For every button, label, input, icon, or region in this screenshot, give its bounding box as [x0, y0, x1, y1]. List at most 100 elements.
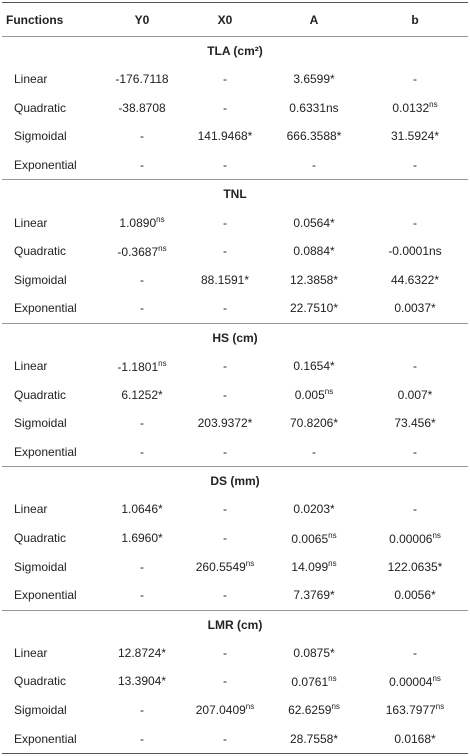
data-row: Sigmoidal - 141.9468* 666.3588* 31.5924* — [2, 122, 468, 151]
cell-value: 0.0875* — [293, 645, 335, 660]
function-name: Exponential — [14, 158, 77, 173]
cell-value: - — [223, 387, 227, 402]
cell-value: 0.6331ns — [289, 100, 339, 115]
function-name: Sigmoidal — [14, 416, 67, 431]
data-row: Quadratic 1.6960* - 0.0065ns 0.00006ns — [2, 524, 468, 553]
data-row: Linear -176.7118 - 3.6599* - — [2, 65, 468, 94]
function-name: Exponential — [14, 301, 77, 316]
significance: ns — [156, 215, 165, 225]
cell-value: - — [413, 158, 417, 173]
cell-value: 22.7510* — [289, 301, 339, 316]
cell-value: - — [140, 272, 144, 287]
cell-value: - — [223, 244, 227, 259]
function-name: Linear — [14, 215, 48, 230]
cell-value: 666.3588* — [286, 129, 342, 144]
data-row: Linear 12.8724* - 0.0875* - — [2, 639, 468, 668]
section-row: TLA (cm²) — [2, 36, 468, 65]
section-title: TNL — [2, 179, 468, 209]
cell-value: - — [140, 129, 144, 144]
cell-value: -0.0001ns — [388, 244, 442, 259]
cell-value: 0.00004ns — [362, 667, 468, 696]
function-name: Exponential — [14, 588, 77, 603]
cell-value: - — [223, 158, 227, 173]
significance: ns — [331, 702, 340, 712]
section-title: LMR (cm) — [2, 609, 468, 639]
function-name: Sigmoidal — [14, 272, 67, 287]
cell-value: 62.6259ns — [266, 696, 362, 725]
cell-value: 70.8206* — [289, 416, 339, 431]
data-row: Quadratic -0.3687ns - 0.0884* -0.0001ns — [2, 237, 468, 266]
significance: ns — [328, 530, 337, 540]
cell-value: 3.6599* — [293, 72, 335, 87]
data-row: Sigmoidal - 203.9372* 70.8206* 73.456* — [2, 409, 468, 438]
function-name: Exponential — [14, 444, 77, 459]
function-name: Sigmoidal — [14, 559, 67, 574]
cell-value: - — [223, 100, 227, 115]
cell-value: 7.3769* — [293, 588, 335, 603]
column-header: Y0 — [100, 2, 184, 37]
cell-value: - — [413, 502, 417, 517]
value: 0.00004 — [389, 674, 433, 689]
value: 207.0409 — [195, 703, 246, 718]
cell-value: 122.0635* — [387, 559, 443, 574]
cell-value: 0.0564* — [293, 215, 335, 230]
cell-value: - — [223, 645, 227, 660]
value: -0.3687 — [117, 244, 159, 259]
cell-value: - — [223, 531, 227, 546]
cell-value: - — [312, 444, 316, 459]
value: 1.0890 — [119, 216, 157, 231]
cell-value: 13.3904* — [117, 674, 167, 689]
cell-value: -1.1801ns — [100, 352, 184, 381]
cell-value: 0.0056* — [394, 588, 436, 603]
function-name: Exponential — [2, 724, 100, 754]
data-row: Exponential - - 22.7510* 0.0037* — [2, 294, 468, 323]
table-body: TLA (cm²) Linear -176.7118-3.6599* - Quadrat… — [2, 36, 468, 754]
cell-value: 0.0203* — [293, 502, 335, 517]
cell-value: 31.5924* — [390, 129, 440, 144]
significance: ns — [429, 100, 438, 110]
data-row: Exponential - - - - — [2, 438, 468, 467]
data-row: Sigmoidal -207.0409ns 62.6259ns 163.7977ns — [2, 696, 468, 725]
data-row: Linear -1.1801ns - 0.1654* - — [2, 352, 468, 381]
data-row: Quadratic 6.1252* - 0.005ns 0.007* — [2, 380, 468, 409]
value: 260.5549 — [195, 560, 246, 575]
column-header: X0 — [184, 2, 266, 37]
function-name: Quadratic — [14, 674, 67, 689]
cell-value: 0.0065ns — [266, 524, 362, 553]
data-row: Exponential - - - - — [2, 151, 468, 180]
cell-value: - — [140, 702, 144, 717]
cell-value: - — [413, 645, 417, 660]
cell-value: 1.6960* — [121, 531, 163, 546]
data-row: Quadratic 13.3904* -0.0761ns 0.00004ns — [2, 667, 468, 696]
cell-value: - — [184, 724, 266, 754]
cell-value: 14.099ns — [266, 552, 362, 581]
cell-value: - — [140, 301, 144, 316]
cell-value: - — [140, 158, 144, 173]
cell-value: - — [223, 674, 227, 689]
section-title: DS (mm) — [2, 466, 468, 496]
column-header: Functions — [2, 2, 100, 37]
column-header: b — [362, 2, 468, 37]
data-row: Quadratic -38.8708 - 0.6331ns 0.0132ns — [2, 94, 468, 123]
function-name: Quadratic — [14, 387, 67, 402]
function-name: Quadratic — [14, 531, 67, 546]
cell-value: 0.0884* — [293, 244, 335, 259]
cell-value: 0.005ns — [266, 380, 362, 409]
data-row: Sigmoidal - 88.1591* 12.3858* 44.6322* — [2, 266, 468, 295]
cell-value: -0.3687ns — [100, 237, 184, 266]
function-name: Quadratic — [14, 244, 67, 259]
section-row: TNL — [2, 179, 468, 209]
significance: ns — [158, 243, 167, 253]
cell-value: 44.6322* — [390, 272, 440, 287]
function-name: Linear — [14, 502, 48, 517]
significance: ns — [324, 387, 334, 397]
cell-value: 260.5549ns — [184, 552, 266, 581]
significance: ns — [435, 702, 445, 712]
significance: ns — [328, 559, 337, 569]
cell-value: - — [413, 359, 417, 374]
column-header: A — [266, 2, 362, 37]
cell-value: 0.0132ns — [362, 94, 468, 123]
cell-value: 0.00006ns — [362, 524, 468, 553]
